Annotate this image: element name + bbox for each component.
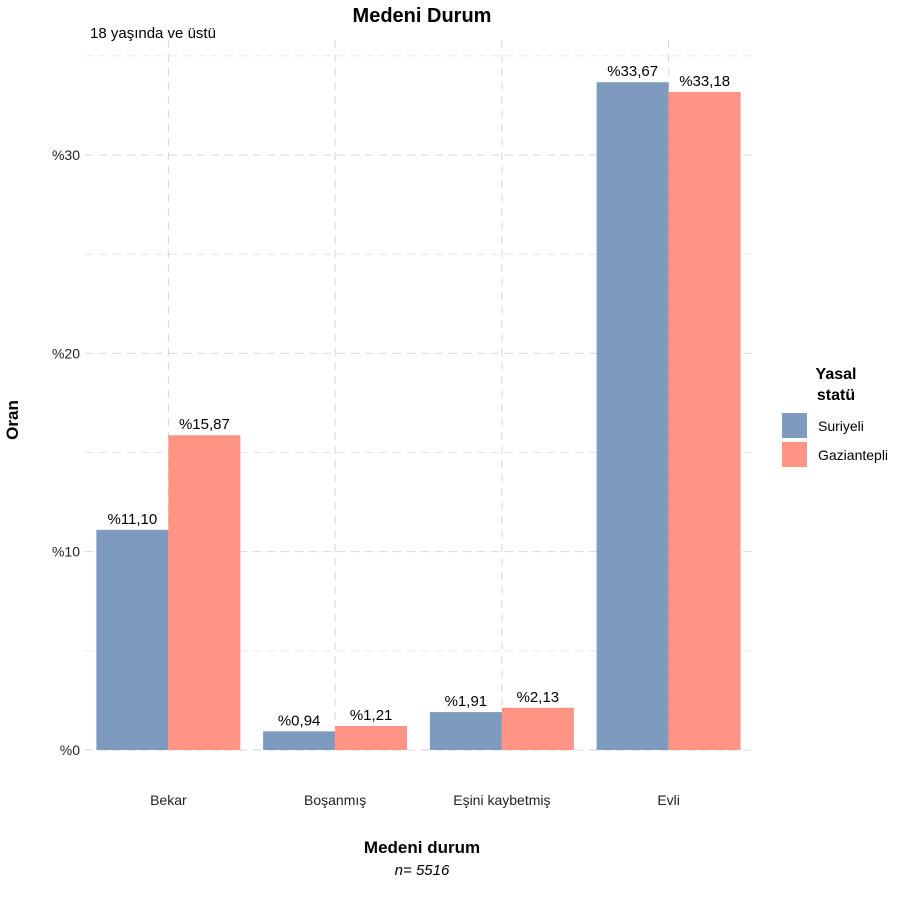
legend-swatch-suriyeli — [782, 413, 807, 438]
caption: n= 5516 — [395, 862, 450, 879]
x-tick-label: Boşanmış — [304, 792, 366, 808]
y-tick-label: %30 — [52, 147, 80, 163]
x-tick-label: Evli — [657, 792, 680, 808]
data-label-suriyeli-1: %0,94 — [278, 712, 321, 729]
bar-gaziantepli-1 — [335, 726, 408, 750]
legend: Yasal statü Suriyeli Gaziantepli — [782, 366, 888, 467]
legend-label-gaziantepli: Gaziantepli — [818, 447, 888, 463]
data-label-suriyeli-3: %33,67 — [607, 63, 658, 80]
chart-title: Medeni Durum — [353, 5, 492, 27]
data-label-gaziantepli-3: %33,18 — [679, 73, 730, 90]
x-axis-ticks: Bekar Boşanmış Eşini kaybetmiş Evli — [150, 792, 680, 808]
data-labels: %11,10 %15,87 %0,94 %1,21 %1,91 %2,13 %33,67 %3… — [107, 63, 730, 729]
legend-title-line1: Yasal — [816, 366, 857, 383]
y-tick-label: %10 — [52, 544, 80, 560]
bar-suriyeli-1 — [263, 731, 336, 750]
legend-label-suriyeli: Suriyeli — [818, 418, 864, 434]
bar-gaziantepli-0 — [168, 435, 241, 750]
x-axis-title: Medeni durum — [364, 838, 480, 857]
bar-suriyeli-0 — [96, 529, 169, 750]
bar-gaziantepli-2 — [501, 707, 574, 750]
data-label-gaziantepli-0: %15,87 — [179, 416, 230, 433]
bar-gaziantepli-3 — [668, 91, 741, 751]
x-tick-label: Eşini kaybetmiş — [453, 792, 550, 808]
legend-title-line2: statü — [817, 387, 855, 404]
bar-suriyeli-3 — [596, 82, 669, 750]
y-tick-label: %0 — [60, 742, 80, 758]
data-label-gaziantepli-1: %1,21 — [350, 707, 393, 724]
y-tick-label: %20 — [52, 345, 80, 361]
data-label-suriyeli-2: %1,91 — [445, 693, 488, 710]
y-axis-title: Oran — [3, 400, 22, 440]
legend-swatch-gaziantepli — [782, 442, 807, 467]
data-label-gaziantepli-2: %2,13 — [517, 689, 560, 706]
data-label-suriyeli-0: %11,10 — [107, 511, 157, 528]
x-tick-label: Bekar — [150, 792, 187, 808]
chart-subtitle: 18 yaşında ve üstü — [90, 25, 216, 42]
bars — [96, 82, 741, 751]
y-axis-ticks: %0 %10 %20 %30 — [52, 147, 80, 758]
bar-suriyeli-2 — [429, 712, 502, 750]
